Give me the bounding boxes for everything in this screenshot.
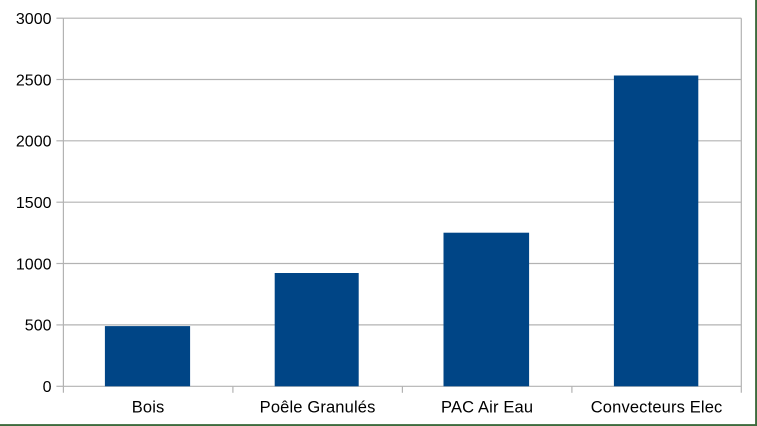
svg-text:500: 500 xyxy=(25,318,52,335)
svg-text:Convecteurs Elec: Convecteurs Elec xyxy=(591,398,723,416)
svg-text:1500: 1500 xyxy=(16,195,52,212)
svg-text:3000: 3000 xyxy=(16,11,52,28)
svg-text:0: 0 xyxy=(43,379,52,396)
svg-text:Bois: Bois xyxy=(132,398,165,416)
svg-text:PAC Air Eau: PAC Air Eau xyxy=(441,398,533,416)
svg-text:2500: 2500 xyxy=(16,72,52,89)
svg-text:1000: 1000 xyxy=(16,256,52,273)
svg-text:Poêle Granulés: Poêle Granulés xyxy=(260,398,376,416)
svg-text:2000: 2000 xyxy=(16,134,52,151)
